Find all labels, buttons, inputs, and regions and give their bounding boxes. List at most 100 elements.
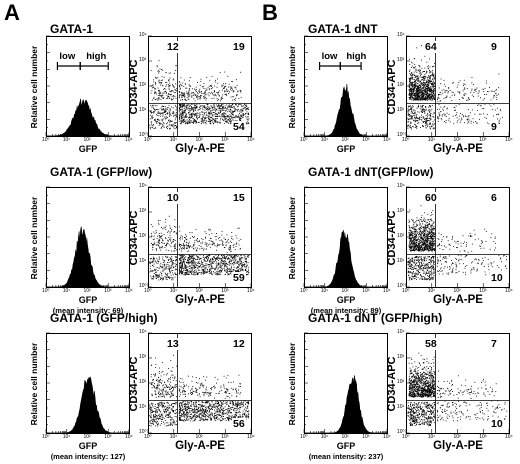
x-tick-label: 10³ xyxy=(221,137,229,143)
dot-plot-frame xyxy=(406,333,510,434)
x-tick-label: 10⁰ xyxy=(42,434,50,440)
x-tick-label: 10⁴ xyxy=(505,434,513,440)
quadrant-value-lr: 9 xyxy=(490,121,498,133)
quadrant-value-lr: 54 xyxy=(232,121,246,133)
cd34-glya-dot-plot xyxy=(147,332,252,434)
x-tick-label: 10³ xyxy=(362,434,370,440)
histogram-frame xyxy=(46,36,130,137)
hist-y-axis-label: Relative cell number xyxy=(29,342,39,425)
x-tick-label: 10³ xyxy=(104,288,112,294)
x-tick-label: 10⁴ xyxy=(247,288,255,294)
dot-cloud xyxy=(407,205,508,281)
panel-title: GATA-1 dNT(GFP/low) xyxy=(308,165,434,179)
x-tick-label: 10⁴ xyxy=(125,137,133,143)
x-tick-label: 10³ xyxy=(104,434,112,440)
gfp-histogram xyxy=(303,332,388,434)
histogram-fill xyxy=(304,229,387,288)
y-tick-label: 10⁰ xyxy=(139,429,147,435)
gfp-histogram xyxy=(45,332,130,434)
x-tick-label: 10³ xyxy=(221,288,229,294)
x-tick-label: 10² xyxy=(341,288,349,294)
hist-y-axis-label: Relative cell number xyxy=(287,45,297,128)
y-tick-label: 10¹ xyxy=(139,107,147,113)
y-tick-label: 10¹ xyxy=(397,107,405,113)
x-tick-label: 10⁰ xyxy=(144,137,152,143)
quadrant-value-ul: 13 xyxy=(166,338,180,350)
y-tick-label: 10⁴ xyxy=(397,32,405,38)
x-tick-label: 10⁰ xyxy=(402,434,410,440)
y-tick-label: 10³ xyxy=(139,57,147,63)
x-tick-label: 10⁰ xyxy=(402,288,410,294)
gate-label-low: low xyxy=(59,51,76,62)
panel-title: GATA-1 dNT xyxy=(308,22,378,36)
dot-cloud xyxy=(149,354,250,427)
x-tick-label: 10³ xyxy=(104,137,112,143)
panel-title: GATA-1 (GFP/high) xyxy=(50,311,158,325)
x-tick-label: 10⁴ xyxy=(247,137,255,143)
mean-intensity: (mean intensity: 237) xyxy=(308,452,384,461)
panel-letter-a: A xyxy=(4,0,20,25)
x-tick-label: 10⁴ xyxy=(383,434,391,440)
hist-x-axis-label: GFP xyxy=(336,144,356,154)
y-tick-label: 10⁴ xyxy=(139,32,147,38)
histogram-frame xyxy=(46,333,130,434)
hist-y-axis-label: Relative cell number xyxy=(29,45,39,128)
quadrant-value-ur: 19 xyxy=(232,41,246,53)
dot-cloud xyxy=(149,60,250,130)
dot-x-axis-label: Gly-A-PE xyxy=(175,143,225,155)
x-tick-label: 10¹ xyxy=(427,434,435,440)
mean-intensity: (mean intensity: 69) xyxy=(52,306,124,315)
quadrant-value-ul: 10 xyxy=(166,192,180,204)
hist-y-axis-label: Relative cell number xyxy=(287,342,297,425)
y-tick-label: 10¹ xyxy=(397,258,405,264)
y-tick-label: 10⁴ xyxy=(397,183,405,189)
x-tick-label: 10⁰ xyxy=(300,137,308,143)
x-tick-label: 10⁰ xyxy=(144,434,152,440)
hist-x-axis-label: GFP xyxy=(78,441,98,451)
x-tick-label: 10¹ xyxy=(427,288,435,294)
gfp-histogram xyxy=(303,35,388,137)
dot-x-axis-label: Gly-A-PE xyxy=(175,294,225,306)
y-tick-label: 10² xyxy=(397,379,405,385)
x-tick-label: 10¹ xyxy=(427,137,435,143)
x-tick-label: 10¹ xyxy=(169,137,177,143)
quadrant-value-lr: 10 xyxy=(490,418,504,430)
x-tick-label: 10⁴ xyxy=(125,434,133,440)
quadrant-value-ur: 7 xyxy=(490,338,498,350)
gfp-histogram xyxy=(45,186,130,288)
dot-x-axis-label: Gly-A-PE xyxy=(433,294,483,306)
x-tick-label: 10⁰ xyxy=(144,288,152,294)
x-tick-label: 10¹ xyxy=(169,288,177,294)
quadrant-value-lr: 59 xyxy=(232,272,246,284)
x-tick-label: 10² xyxy=(195,434,203,440)
x-tick-label: 10¹ xyxy=(62,288,70,294)
y-tick-label: 10⁴ xyxy=(397,329,405,335)
y-tick-label: 10³ xyxy=(397,354,405,360)
x-tick-label: 10² xyxy=(195,137,203,143)
y-tick-label: 10² xyxy=(397,82,405,88)
x-tick-label: 10² xyxy=(83,288,91,294)
x-tick-label: 10² xyxy=(453,137,461,143)
dot-y-axis-label: CD34-APC xyxy=(128,59,140,115)
y-tick-label: 10² xyxy=(139,82,147,88)
x-tick-label: 10⁰ xyxy=(300,288,308,294)
x-tick-label: 10³ xyxy=(479,434,487,440)
dot-plot-frame xyxy=(406,187,510,288)
x-tick-label: 10³ xyxy=(479,288,487,294)
dot-x-axis-label: Gly-A-PE xyxy=(175,440,225,452)
dot-y-axis-label: CD34-APC xyxy=(386,356,398,412)
x-tick-label: 10¹ xyxy=(169,434,177,440)
dot-plot-frame xyxy=(148,333,252,434)
gate-label-low: low xyxy=(321,51,338,62)
x-tick-label: 10³ xyxy=(221,434,229,440)
cd34-glya-dot-plot xyxy=(405,35,510,137)
gfp-histogram xyxy=(45,35,130,137)
quadrant-value-ul: 12 xyxy=(166,41,180,53)
quadrant-value-ul: 60 xyxy=(424,192,438,204)
x-tick-label: 10³ xyxy=(479,137,487,143)
y-tick-label: 10⁰ xyxy=(397,132,405,138)
x-tick-label: 10⁰ xyxy=(42,288,50,294)
y-tick-label: 10⁰ xyxy=(397,429,405,435)
hist-x-axis-label: GFP xyxy=(336,295,356,305)
gfp-histogram xyxy=(303,186,388,288)
